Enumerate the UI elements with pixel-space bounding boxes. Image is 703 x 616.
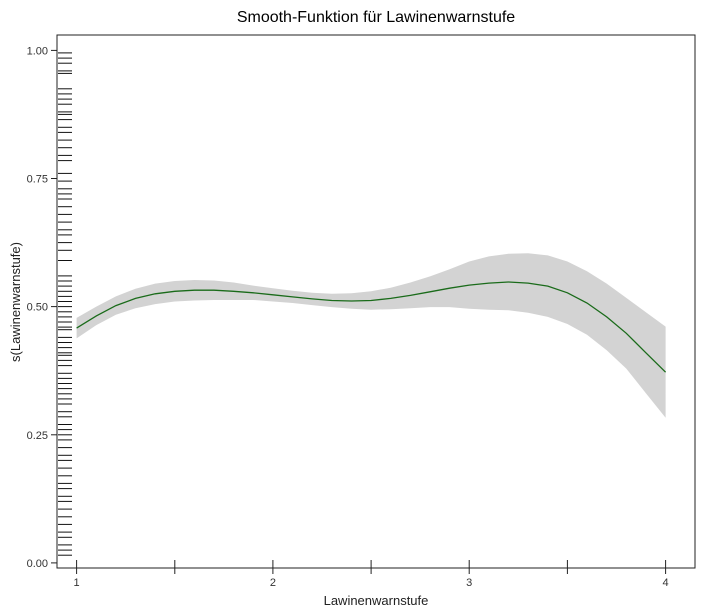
- confidence-band: [76, 253, 666, 418]
- x-tick-label: 1: [74, 577, 80, 589]
- plot-frame: [56, 34, 696, 569]
- x-tick-label: 2: [270, 577, 276, 589]
- x-axis: 1 2 3 4: [74, 560, 669, 589]
- y-tick-label: 0.50: [27, 302, 48, 314]
- x-tick-label: 4: [663, 577, 669, 589]
- y-axis-label: s(Lawinenwarnstufe): [8, 242, 23, 362]
- y-tick-label: 0.75: [27, 174, 48, 186]
- confidence-band-group: [76, 253, 666, 418]
- smooth-line: [76, 281, 667, 373]
- y-axis: 0.00 0.25 0.50 0.75 1.00: [27, 45, 57, 570]
- y-tick-label: 0.25: [27, 430, 48, 442]
- y-tick-label: 1.00: [27, 45, 48, 57]
- x-tick-label: 3: [466, 577, 472, 589]
- rug-marks: [58, 52, 72, 556]
- chart-title: Smooth-Funktion für Lawinenwarnstufe: [237, 9, 515, 26]
- x-axis-label: Lawinenwarnstufe: [324, 593, 429, 608]
- y-tick-label: 0.00: [27, 558, 48, 570]
- smooth-line-group: [76, 281, 667, 373]
